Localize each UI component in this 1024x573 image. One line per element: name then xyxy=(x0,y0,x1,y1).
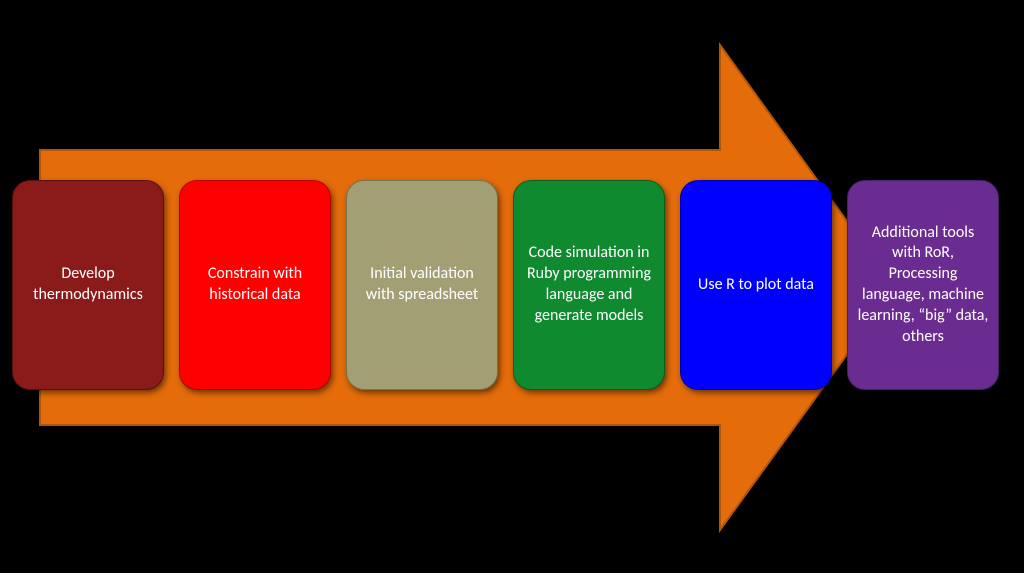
process-step-4: Code simulation in Ruby programming lang… xyxy=(513,180,665,390)
process-step-1: Develop thermodynamics xyxy=(12,180,164,390)
process-step-5: Use R to plot data xyxy=(680,180,832,390)
process-step-3: Initial validation with spreadsheet xyxy=(346,180,498,390)
process-step-label: Develop thermodynamics xyxy=(21,264,155,306)
process-steps-row: Develop thermodynamics Constrain with his… xyxy=(12,180,999,390)
process-step-label: Additional tools with RoR, Processing la… xyxy=(856,223,990,348)
process-step-label: Use R to plot data xyxy=(698,275,814,296)
process-step-6: Additional tools with RoR, Processing la… xyxy=(847,180,999,390)
process-step-label: Code simulation in Ruby programming lang… xyxy=(522,243,656,326)
process-step-label: Constrain with historical data xyxy=(188,264,322,306)
process-step-label: Initial validation with spreadsheet xyxy=(355,264,489,306)
process-step-2: Constrain with historical data xyxy=(179,180,331,390)
